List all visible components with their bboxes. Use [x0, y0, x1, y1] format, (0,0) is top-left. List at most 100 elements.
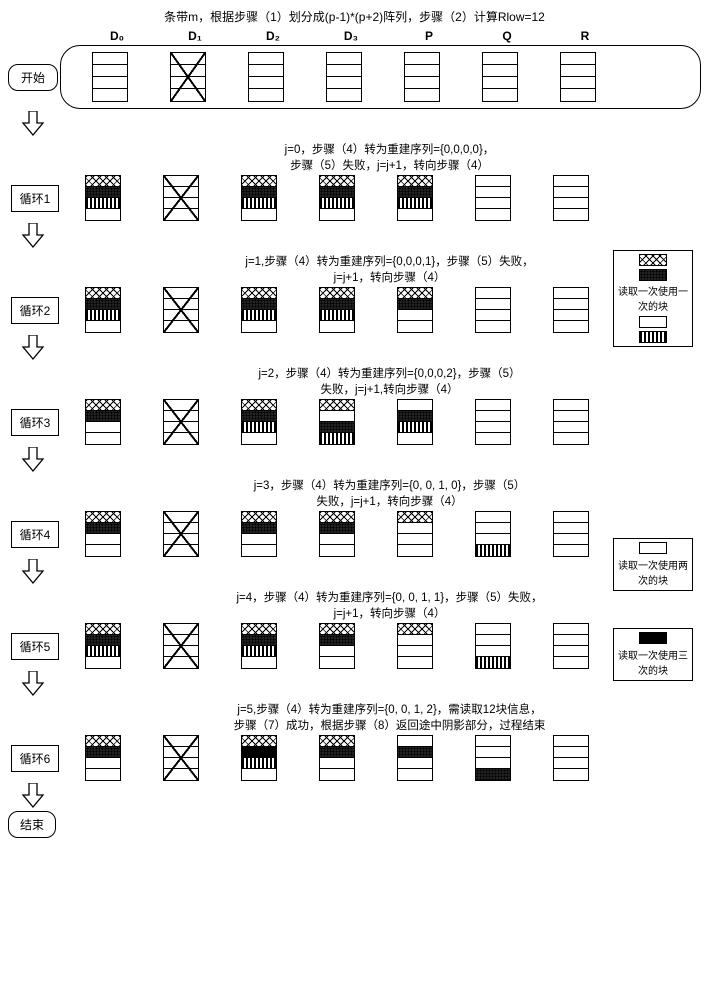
stripe-cell: [320, 321, 354, 332]
stripe-cell: [86, 299, 120, 310]
stripe-cell: [86, 198, 120, 209]
stripe-cell: [327, 89, 361, 101]
stripe-cell: [483, 65, 517, 77]
step-text-4: j=3，步骤（4）转为重建序列={0, 0, 1, 0}，步骤（5） 失败，j=…: [8, 477, 701, 509]
stripe-cell: [327, 65, 361, 77]
stripe-cell: [554, 646, 588, 657]
stripe-cell: [320, 646, 354, 657]
stripe-cell: [398, 758, 432, 769]
arrow-down-icon: [8, 111, 58, 137]
step-text-1: j=0，步骤（4）转为重建序列={0,0,0,0}， 步骤（5）失败，j=j+1…: [8, 141, 701, 173]
stripe-cell: [554, 736, 588, 747]
stripe-cell: [554, 534, 588, 545]
stripe-cell: [242, 422, 276, 433]
col-q: Q: [468, 29, 546, 43]
start-label: 开始: [8, 64, 58, 91]
stripe-cell: [86, 176, 120, 187]
loop-row-4: 循环4: [8, 511, 701, 557]
stripe-cell: [476, 422, 510, 433]
stripe-cell: [320, 545, 354, 556]
stripe-cell: [93, 53, 127, 65]
stripe-cell: [320, 400, 354, 411]
stripe-cell: [320, 635, 354, 646]
stripe-cell: [93, 77, 127, 89]
loop-row-1: 循环1: [8, 175, 701, 221]
stripe-cell: [476, 512, 510, 523]
stripe-cell: [398, 209, 432, 220]
page-root: 条带m，根据步骤（1）划分成(p-1)*(p+2)阵列，步骤（2）计算Rlow=…: [8, 8, 701, 838]
stripe-cell: [554, 635, 588, 646]
disk-stripe: [85, 735, 121, 781]
stripe-cell: [86, 736, 120, 747]
disk-stripe: [326, 52, 362, 102]
stripe-cell: [476, 635, 510, 646]
disk-stripe: [163, 287, 199, 333]
stripe-cell: [554, 176, 588, 187]
stripe-cell: [242, 198, 276, 209]
loop-label-2: 循环2: [11, 297, 59, 324]
stripe-cell: [86, 646, 120, 657]
stripe-cell: [249, 89, 283, 101]
stripe-cell: [483, 89, 517, 101]
disk-stripe: [85, 511, 121, 557]
stripe-cell: [476, 176, 510, 187]
legend-2: 读取一次使用两次的块: [613, 538, 693, 591]
stripe-cell: [249, 65, 283, 77]
legend-solid-icon: [639, 632, 667, 644]
disk-stripe: [553, 511, 589, 557]
stripe-cell: [86, 433, 120, 444]
disk-stripe: [397, 287, 433, 333]
col-d3: D₃: [312, 29, 390, 43]
loop-label-5: 循环5: [11, 633, 59, 660]
disk-stripe: [163, 511, 199, 557]
stripe-cell: [320, 433, 354, 444]
stripe-cell: [554, 288, 588, 299]
col-d0: D₀: [78, 29, 156, 43]
stripe-cell: [405, 89, 439, 101]
stripe-cell: [554, 411, 588, 422]
loop-label-6: 循环6: [11, 745, 59, 772]
stripe-cell: [86, 635, 120, 646]
legend-2-text: 读取一次使用两次的块: [617, 557, 689, 587]
stripe-cell: [554, 209, 588, 220]
legend-1: 读取一次使用一次的块: [613, 250, 693, 347]
disk-stripe: [482, 52, 518, 102]
page-title: 条带m，根据步骤（1）划分成(p-1)*(p+2)阵列，步骤（2）计算Rlow=…: [8, 8, 701, 25]
stripe-cell: [86, 310, 120, 321]
arrow-down-icon: [8, 223, 58, 249]
stripe-cell: [476, 299, 510, 310]
stripe-cell: [86, 411, 120, 422]
disk-grid-3: [64, 399, 701, 445]
legend-empty2-icon: [639, 542, 667, 554]
disk-stripe: [475, 623, 511, 669]
disk-stripe: [475, 175, 511, 221]
stripe-cell: [398, 523, 432, 534]
disk-stripe: [163, 399, 199, 445]
stripe-cell: [242, 310, 276, 321]
disk-stripe: [397, 175, 433, 221]
stripe-cell: [554, 198, 588, 209]
stripe-cell: [320, 411, 354, 422]
disk-stripe: [85, 623, 121, 669]
stripe-cell: [93, 89, 127, 101]
disk-stripe: [85, 287, 121, 333]
stripe-cell: [249, 53, 283, 65]
stripe-cell: [398, 624, 432, 635]
col-r: R: [546, 29, 624, 43]
stripe-cell: [561, 53, 595, 65]
arrow-end-icon: [8, 783, 58, 809]
stripe-cell: [86, 523, 120, 534]
disk-stripe: [319, 175, 355, 221]
stripe-cell: [86, 747, 120, 758]
stripe-cell: [476, 433, 510, 444]
stripe-cell: [86, 321, 120, 332]
stripe-cell: [320, 310, 354, 321]
stripe-cell: [86, 758, 120, 769]
stripe-cell: [398, 198, 432, 209]
stripe-cell: [86, 534, 120, 545]
stripe-cell: [554, 310, 588, 321]
stripe-cell: [561, 65, 595, 77]
stripe-cell: [561, 77, 595, 89]
loop-row-6: 循环6: [8, 735, 701, 781]
stripe-cell: [320, 523, 354, 534]
